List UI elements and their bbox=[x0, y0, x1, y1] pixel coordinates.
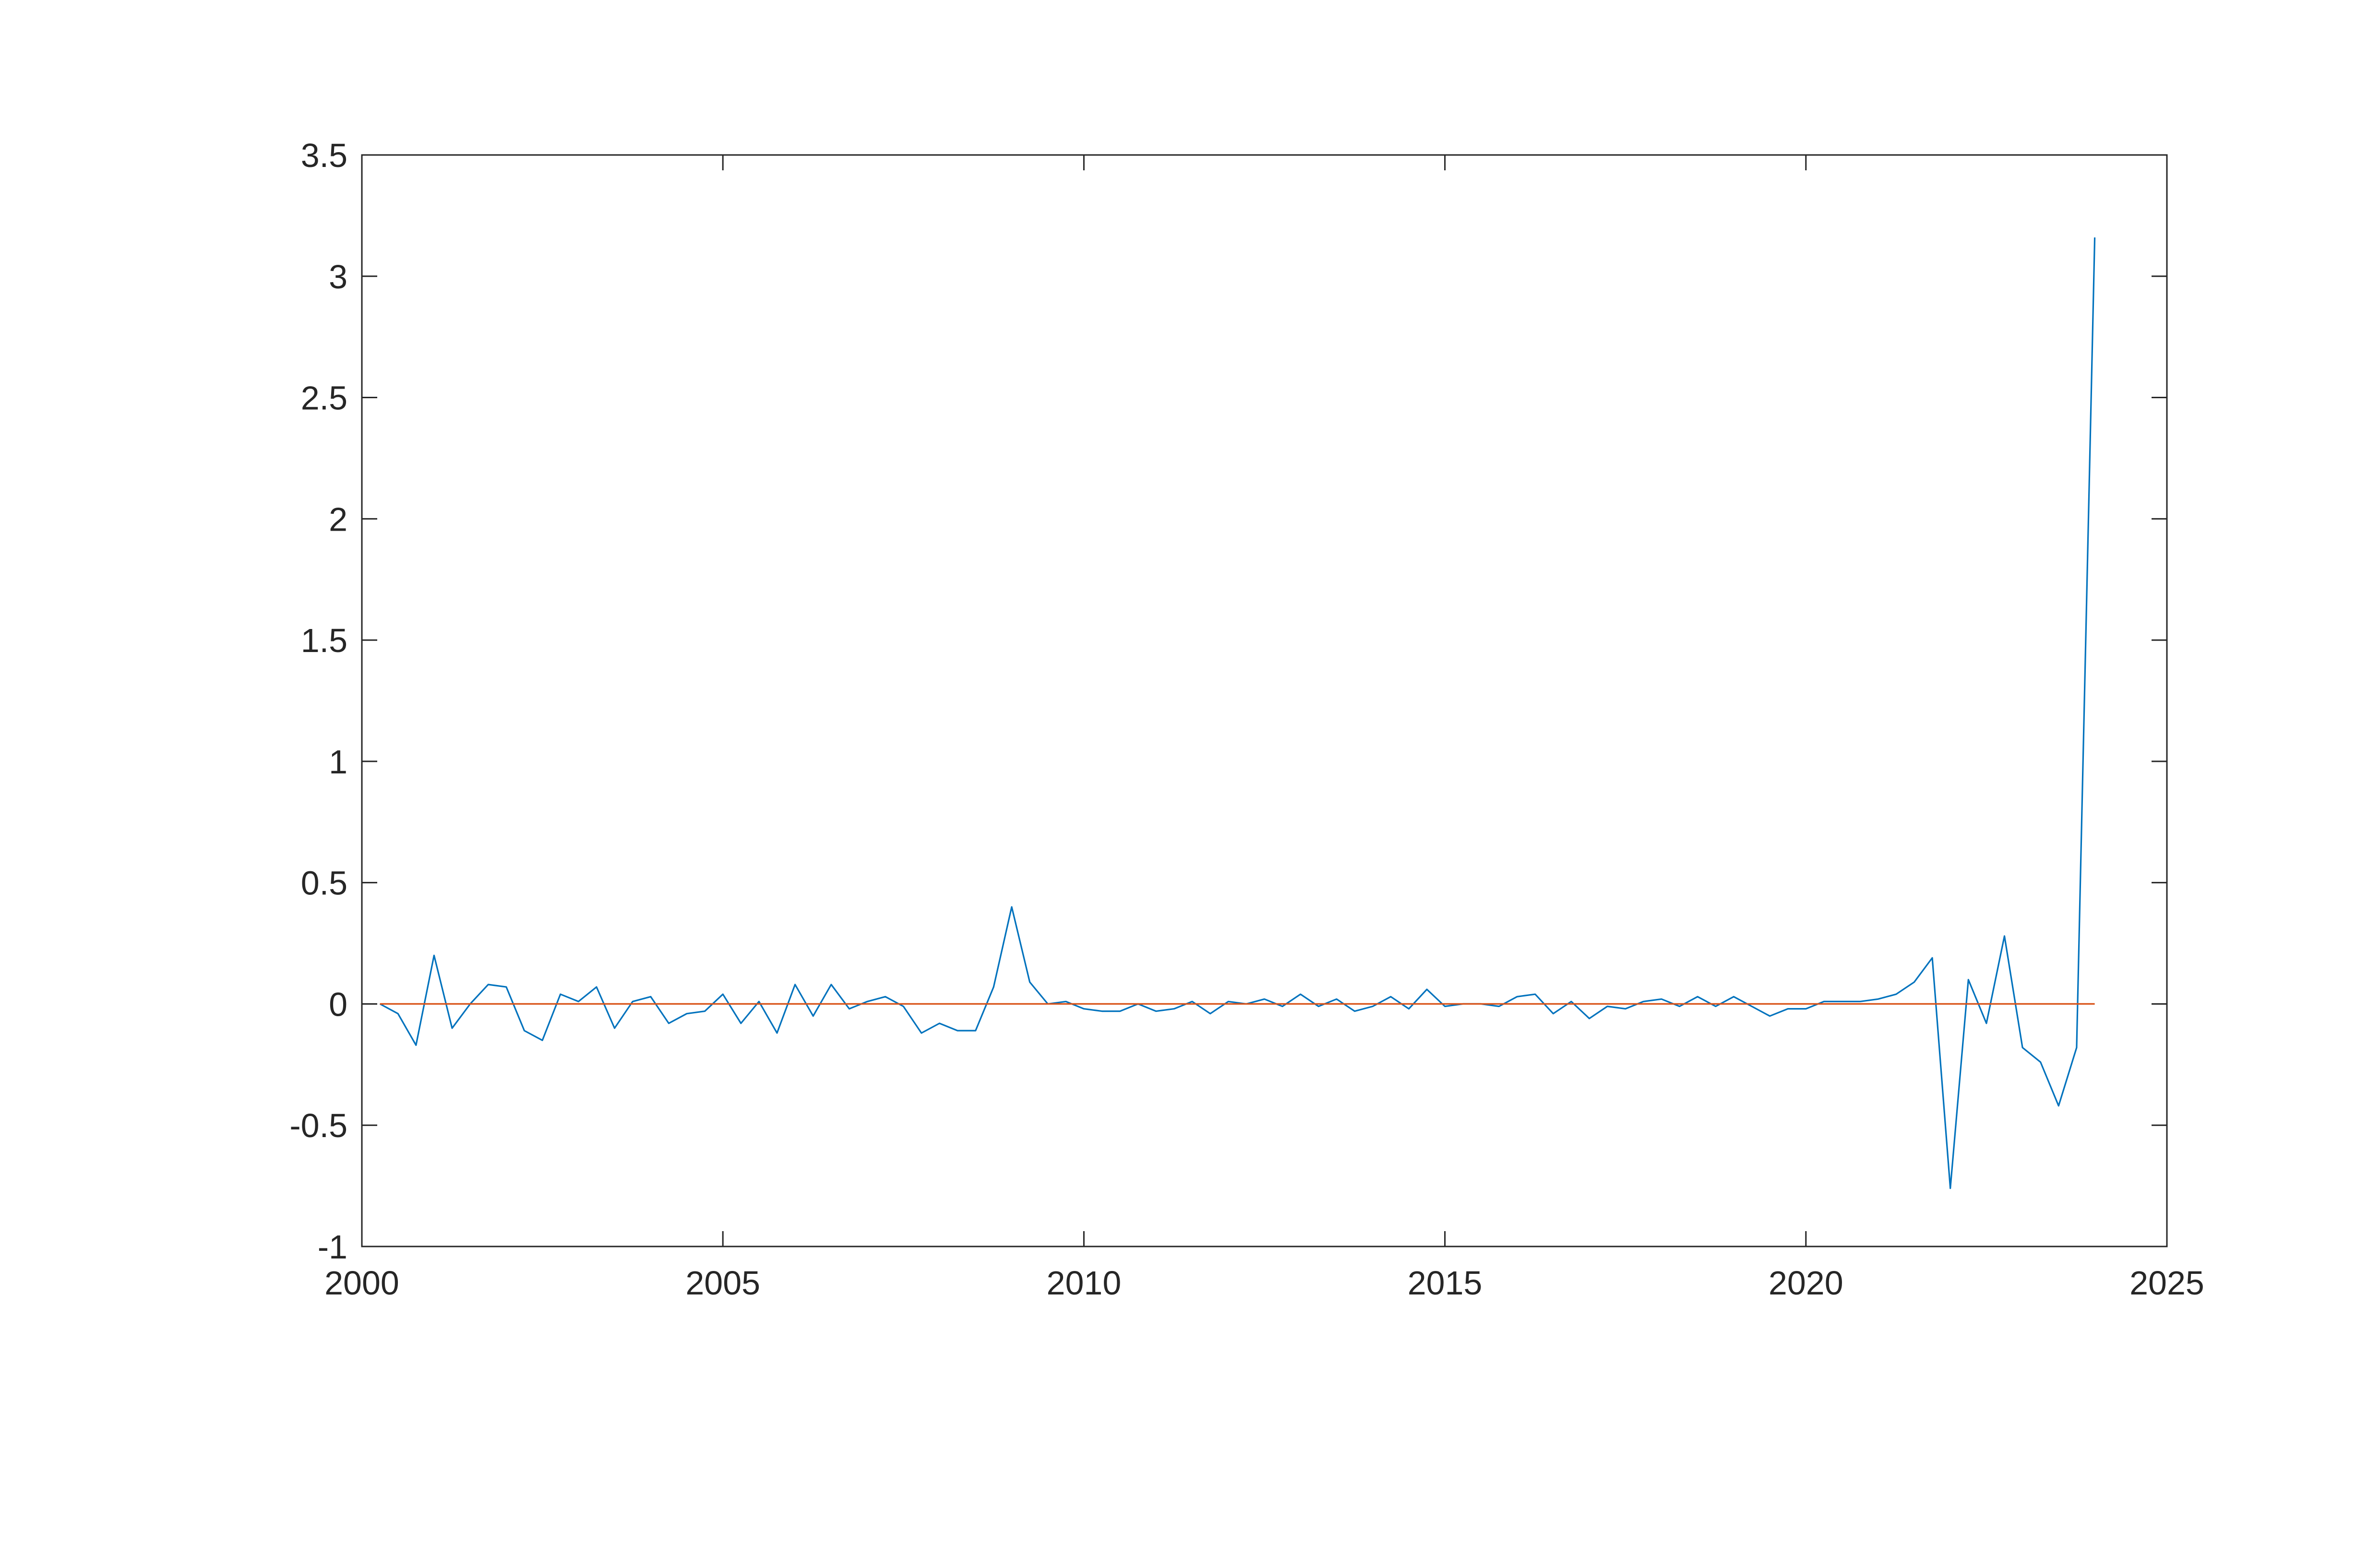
x-tick-label: 2000 bbox=[324, 1264, 399, 1302]
x-tick-label: 2020 bbox=[1769, 1264, 1843, 1302]
y-tick-label: -0.5 bbox=[289, 1107, 347, 1144]
y-tick-label: 3 bbox=[329, 258, 347, 296]
y-tick-label: 2.5 bbox=[301, 380, 347, 417]
y-tick-label: 0.5 bbox=[301, 865, 347, 902]
y-tick-label: 0 bbox=[329, 985, 347, 1023]
x-tick-label: 2005 bbox=[685, 1264, 760, 1302]
x-tick-label: 2015 bbox=[1408, 1264, 1483, 1302]
y-tick-label: 1.5 bbox=[301, 622, 347, 659]
x-tick-label: 2010 bbox=[1047, 1264, 1122, 1302]
y-tick-label: -1 bbox=[318, 1228, 347, 1266]
y-tick-label: 2 bbox=[329, 500, 347, 538]
x-tick-label: 2025 bbox=[2129, 1264, 2204, 1302]
axes-box bbox=[361, 154, 2168, 1247]
data-line bbox=[379, 237, 2096, 1189]
y-tick-label: 3.5 bbox=[301, 137, 347, 174]
y-tick-label: 1 bbox=[329, 743, 347, 781]
